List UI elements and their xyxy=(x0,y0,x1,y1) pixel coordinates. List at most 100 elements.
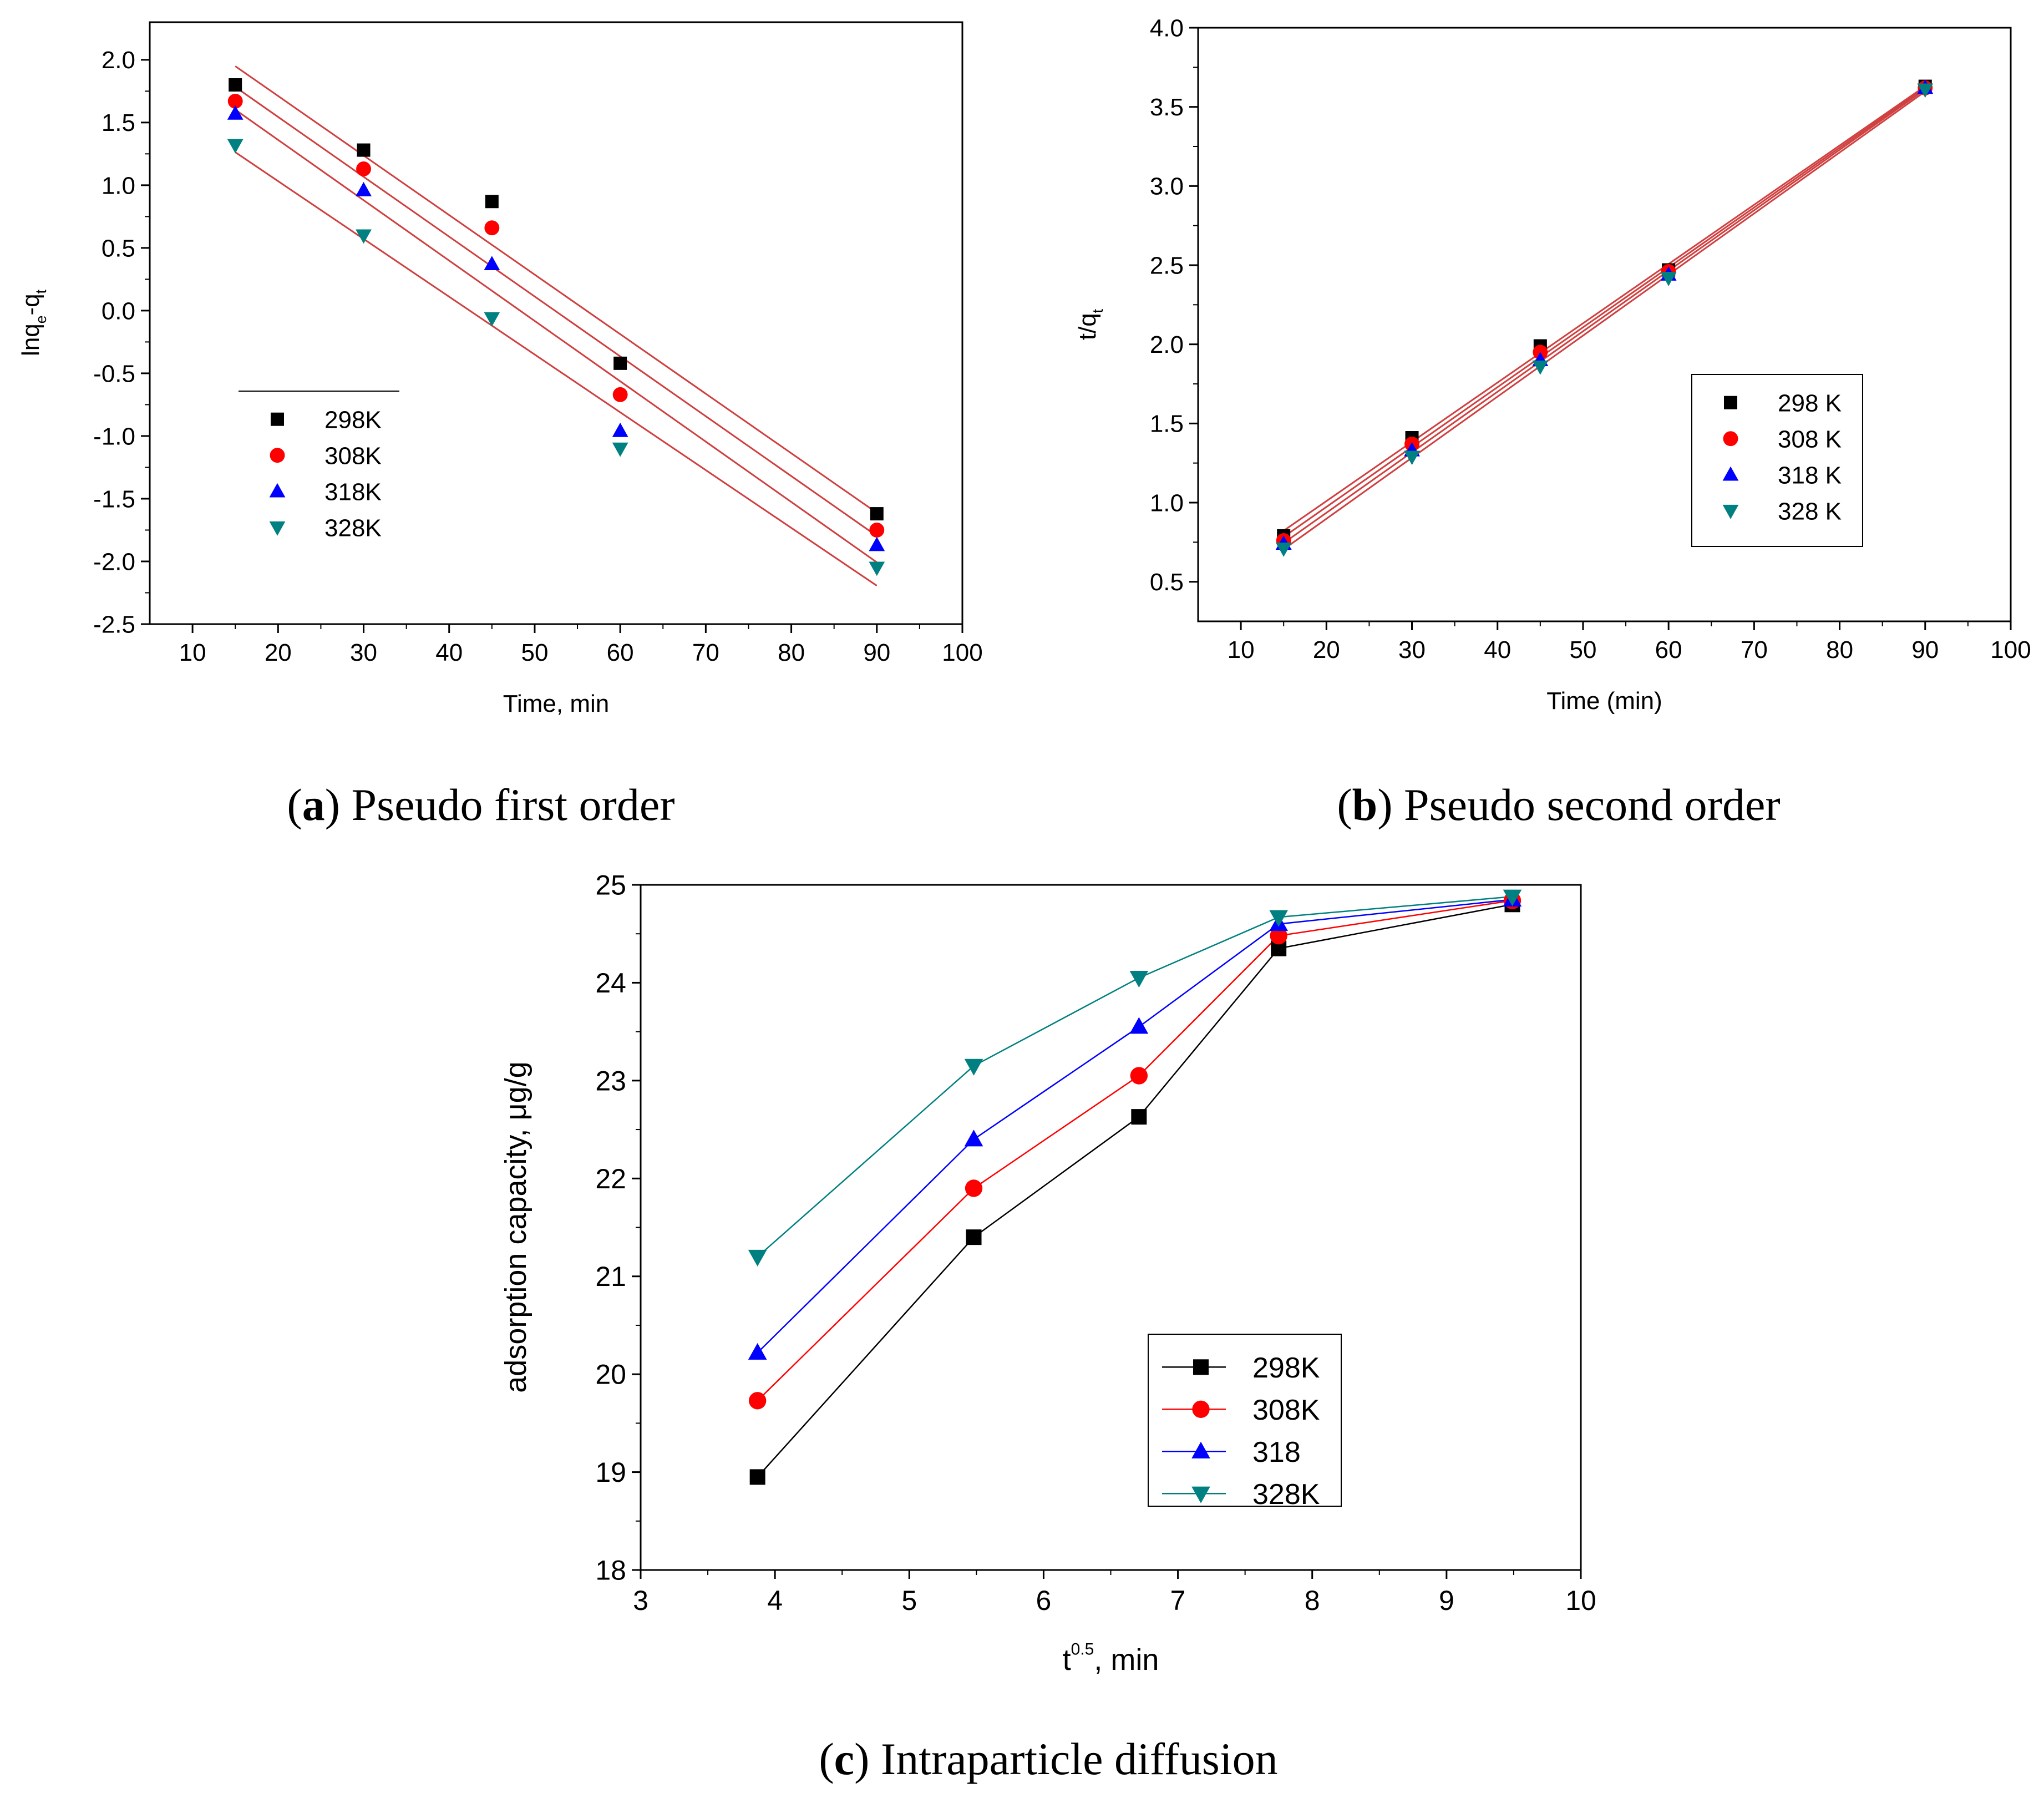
panel-b-ytick-label: 1.0 xyxy=(1150,489,1184,516)
panel-b-legend-frame xyxy=(1691,374,1863,547)
panel-a-legend-marker-318k xyxy=(269,483,286,498)
panel-c-legend-marker-308k xyxy=(1192,1400,1210,1418)
panel-a-point-328k xyxy=(227,139,244,154)
panel-b-legend-label-298-k: 298 K xyxy=(1778,390,1842,417)
panel-b-xlabel: Time (min) xyxy=(1546,687,1662,715)
panel-c-legend: 298K 308K 318 328K xyxy=(1148,1334,1342,1511)
panel-c-ytick-label: 21 xyxy=(595,1261,626,1292)
panel-b-xtick-label: 70 xyxy=(1741,636,1768,664)
panel-b-ytick-label: 2.0 xyxy=(1150,331,1184,358)
panel-a-fit-line-318k xyxy=(235,109,878,563)
panel-a-xtick-label: 40 xyxy=(435,639,463,666)
panel-a-legend-label-318k: 318K xyxy=(324,479,382,506)
panel-c-ytick-label: 24 xyxy=(595,968,626,999)
panel-c-point-328k xyxy=(1503,889,1522,906)
panel-c-intraparticle-diffusion: 3 4 5 6 7 8 9 10 18 19 20 21 22 23 24 25 t0.5, min adsorp… xyxy=(499,870,1596,1677)
panel-c-point-308k xyxy=(748,1392,767,1410)
panel-a-point-328k xyxy=(356,229,372,244)
panel-b-pseudo-second-order: 10 20 30 40 50 60 70 80 90 100 0.5 1.0 1.5 2.0 2.5 3.0 3… xyxy=(1074,14,2031,715)
panel-a-legend: 298K 308K 318K 328K xyxy=(239,391,399,542)
panel-a-legend-marker-328k xyxy=(269,521,286,536)
panel-c-legend-marker-298k xyxy=(1193,1359,1209,1375)
panel-c-series-line-318 xyxy=(757,899,1513,1354)
panel-a-pseudo-first-order: 10 20 30 40 50 60 70 80 90 100 -2.5 -2.0 -1.5 -1.0 -0.… xyxy=(17,21,983,717)
panel-c-point-328k xyxy=(1129,971,1149,988)
panel-a-ytick-label: 0.0 xyxy=(102,297,135,325)
panel-b-legend-label-328-k: 328 K xyxy=(1778,498,1842,525)
caption-a: (a) Pseudo first order xyxy=(287,779,674,830)
panel-a-ytick-label: -1.5 xyxy=(93,485,135,513)
panel-b-xtick-label: 30 xyxy=(1398,636,1426,664)
panel-c-legend-label-298k: 298K xyxy=(1252,1352,1320,1384)
panel-a-xtick-label: 90 xyxy=(863,639,890,666)
panel-c-point-318 xyxy=(748,1343,767,1360)
panel-c-legend-label-328k: 328K xyxy=(1252,1478,1320,1511)
panel-a-ylabel-sub2: t xyxy=(33,289,49,293)
panel-b-xtick-label: 40 xyxy=(1484,636,1511,664)
panel-c-ylabel: adsorption capacity, μg/g xyxy=(499,1061,532,1392)
panel-c-point-328k xyxy=(748,1249,767,1267)
panel-a-xtick-label: 20 xyxy=(265,639,292,666)
caption-b-letter: b xyxy=(1352,779,1378,830)
panel-a-fit-line-298k xyxy=(235,65,878,514)
panel-a-ylabel-sub1: e xyxy=(33,316,49,324)
panel-b-xtick-label: 80 xyxy=(1826,636,1853,664)
panel-c-legend-marker-318 xyxy=(1191,1441,1210,1458)
panel-b-legend-marker-328-k xyxy=(1722,504,1739,519)
panel-a-point-298k xyxy=(229,78,242,92)
panel-c-point-308k xyxy=(965,1179,983,1197)
panel-a-point-318k xyxy=(484,256,500,271)
caption-c: (c) Intraparticle diffusion xyxy=(819,1734,1277,1784)
panel-c-ytick-label: 18 xyxy=(595,1555,626,1586)
panel-a-point-308k xyxy=(356,161,371,176)
panel-c-ytick-label: 20 xyxy=(595,1359,626,1390)
panel-c-point-298k xyxy=(1131,1109,1147,1125)
panel-a-point-308k xyxy=(869,523,885,538)
panel-a-point-318k xyxy=(612,422,628,437)
panel-c-legend-label-308k: 308K xyxy=(1252,1394,1320,1426)
panel-c-xtick-label: 4 xyxy=(767,1585,783,1616)
panel-a-ylabel-main: lnq xyxy=(17,323,44,356)
panel-b-ylabel-sub2: t xyxy=(1089,308,1106,313)
panel-b-point-328-k xyxy=(1532,360,1549,375)
panel-a-xtick-label: 60 xyxy=(607,639,634,666)
panel-c-point-308k xyxy=(1270,927,1287,945)
panel-b-point-328-k xyxy=(1275,542,1292,557)
panel-b-ytick-label: 0.5 xyxy=(1150,569,1184,596)
panel-b-xtick-label: 60 xyxy=(1655,636,1682,664)
panel-a-ytick-label: -1.0 xyxy=(93,423,135,450)
panel-b-legend-label-318-k: 318 K xyxy=(1778,462,1842,489)
panel-c-ytick-label: 19 xyxy=(595,1457,626,1488)
panel-b-ytick-label: 1.5 xyxy=(1150,411,1184,438)
panel-a-xtick-label: 50 xyxy=(521,639,548,666)
panel-c-ytick-label: 22 xyxy=(595,1163,626,1194)
panel-c-legend-marker-328k xyxy=(1191,1486,1210,1503)
panel-b-ylabel: t/qt xyxy=(1074,308,1106,340)
panel-b-xtick-label: 100 xyxy=(1990,636,2031,664)
panel-a-ytick-label: -2.5 xyxy=(93,611,135,638)
panel-c-xtick-label: 8 xyxy=(1305,1585,1320,1616)
panel-c-point-318 xyxy=(1129,1017,1149,1034)
panel-a-fit-line-328k xyxy=(235,151,878,587)
panel-c-point-298k xyxy=(749,1469,765,1485)
panel-b-legend-label-308-k: 308 K xyxy=(1778,426,1842,453)
panel-a-xlabel: Time, min xyxy=(503,690,610,717)
panel-a-xtick-label: 30 xyxy=(350,639,377,666)
panel-a-xtick-label: 10 xyxy=(179,639,206,666)
panel-a-point-328k xyxy=(484,312,500,327)
panel-a-point-318k xyxy=(869,536,885,551)
panel-a-point-298k xyxy=(870,507,884,521)
panel-c-xtick-label: 6 xyxy=(1036,1585,1052,1616)
panel-b-fit-line-318-k xyxy=(1283,88,1926,544)
panel-a-point-308k xyxy=(612,387,628,402)
panel-b-point-328-k xyxy=(1404,450,1420,465)
panel-a-fit-line-308k xyxy=(235,86,878,537)
panel-a-ylabel-mid: -q xyxy=(17,293,44,315)
panel-b-xtick-label: 90 xyxy=(1911,636,1939,664)
panel-a-frame xyxy=(149,21,963,625)
panel-b-xtick-label: 10 xyxy=(1228,636,1255,664)
panel-c-xtick-label: 10 xyxy=(1565,1585,1596,1616)
caption-b-text: Pseudo second order xyxy=(1393,779,1781,830)
caption-a-text: Pseudo first order xyxy=(340,779,675,830)
